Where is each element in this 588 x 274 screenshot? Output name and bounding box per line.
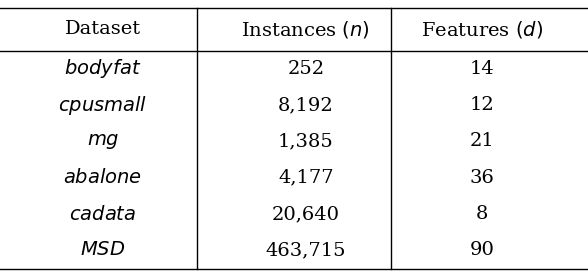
Text: 36: 36 xyxy=(470,169,495,187)
Text: 14: 14 xyxy=(470,60,495,78)
Text: 12: 12 xyxy=(470,96,495,114)
Text: 463,715: 463,715 xyxy=(266,241,346,259)
Text: $\mathit{MSD}$: $\mathit{MSD}$ xyxy=(80,241,126,259)
Text: $\mathit{bodyfat}$: $\mathit{bodyfat}$ xyxy=(64,57,142,80)
Text: 21: 21 xyxy=(470,132,495,150)
Text: Dataset: Dataset xyxy=(65,21,141,38)
Text: $\mathit{cadata}$: $\mathit{cadata}$ xyxy=(69,205,136,224)
Text: 252: 252 xyxy=(287,60,325,78)
Text: 1,385: 1,385 xyxy=(278,132,333,150)
Text: 20,640: 20,640 xyxy=(272,205,340,223)
Text: Features $\mathit{(d)}$: Features $\mathit{(d)}$ xyxy=(421,19,543,40)
Text: 90: 90 xyxy=(470,241,495,259)
Text: 8: 8 xyxy=(476,205,489,223)
Text: $\mathit{abalone}$: $\mathit{abalone}$ xyxy=(64,168,142,187)
Text: $\mathit{mg}$: $\mathit{mg}$ xyxy=(86,132,119,151)
Text: 4,177: 4,177 xyxy=(278,169,333,187)
Text: Instances $\mathit{(n)}$: Instances $\mathit{(n)}$ xyxy=(241,19,370,40)
Text: $\mathit{cpusmall}$: $\mathit{cpusmall}$ xyxy=(58,94,148,117)
Text: 8,192: 8,192 xyxy=(278,96,333,114)
